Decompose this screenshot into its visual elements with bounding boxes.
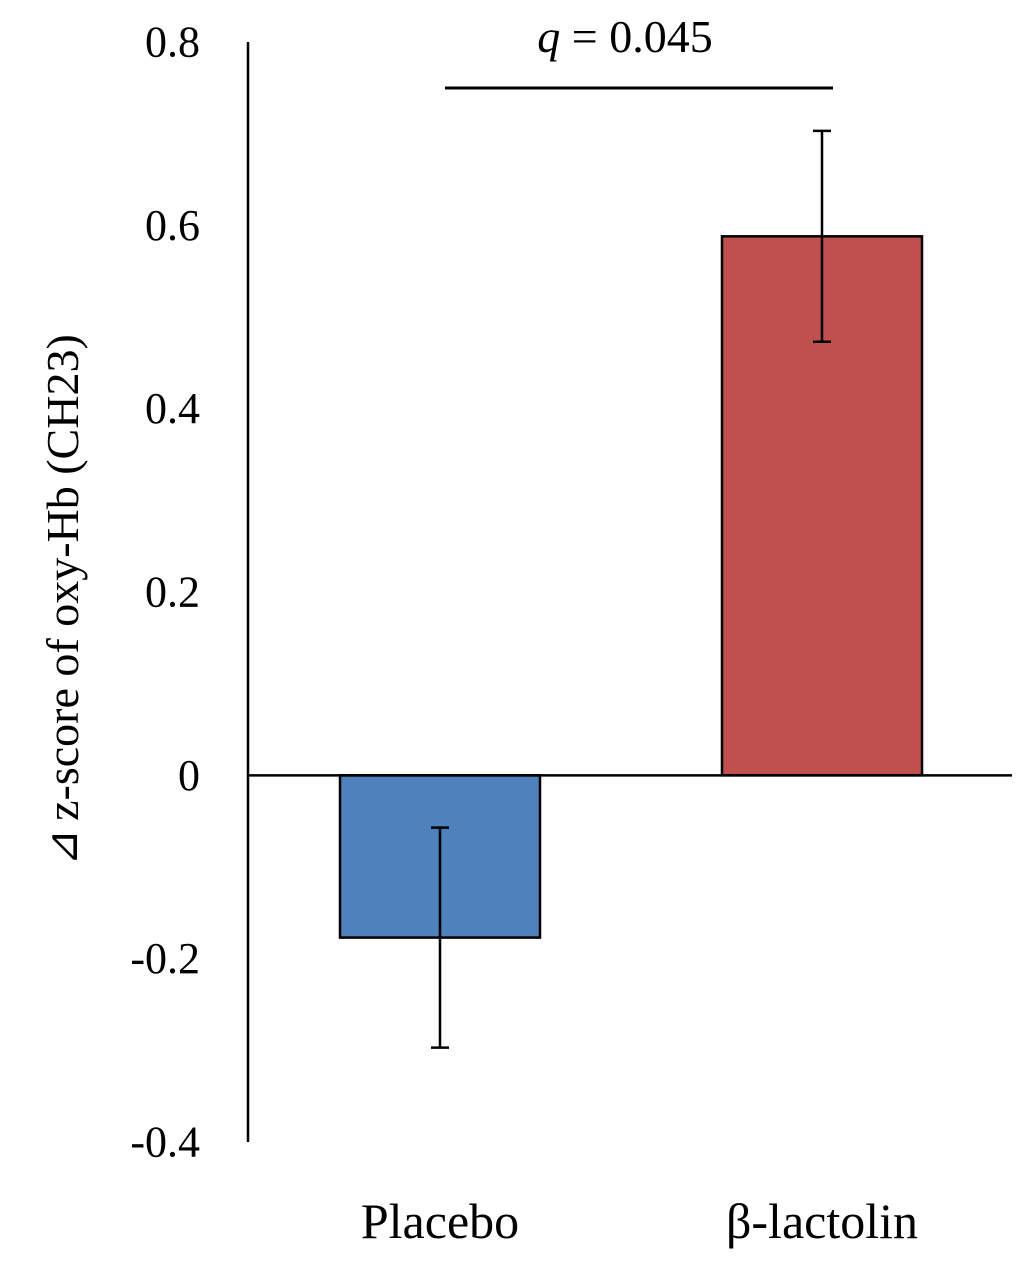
y-axis-label: ⊿ z-score of oxy-Hb (CH23) xyxy=(37,334,88,866)
y-axis-label-text: ⊿ z-score of oxy-Hb (CH23) xyxy=(37,334,88,866)
y-tick-label: 0.6 xyxy=(145,201,200,250)
y-axis-ticks: 0.8 0.6 0.4 0.2 0 -0.2 -0.4 xyxy=(130,18,200,1167)
x-axis-labels: Placebo β-lactolin xyxy=(361,1193,918,1249)
q-value: = 0.045 xyxy=(560,11,712,62)
axes xyxy=(246,42,1012,1142)
delta-symbol: ⊿ xyxy=(37,829,88,866)
y-tick-label: 0 xyxy=(178,751,200,800)
y-tick-label: -0.2 xyxy=(130,934,200,983)
x-category-label: β-lactolin xyxy=(726,1193,918,1249)
y-tick-label: 0.8 xyxy=(145,18,200,67)
bars xyxy=(338,235,924,939)
y-tick-label: -0.4 xyxy=(130,1118,200,1167)
y-tick-label: 0.4 xyxy=(145,384,200,433)
error-bars xyxy=(431,129,831,1049)
q-symbol: q xyxy=(537,11,560,62)
x-category-label: Placebo xyxy=(361,1193,519,1249)
q-value-label: q = 0.045 xyxy=(537,11,712,62)
y-tick-label: 0.2 xyxy=(145,568,200,617)
y-axis-label-words: z-score of oxy-Hb (CH23) xyxy=(37,334,88,821)
significance-annotation: q = 0.045 xyxy=(445,11,833,90)
